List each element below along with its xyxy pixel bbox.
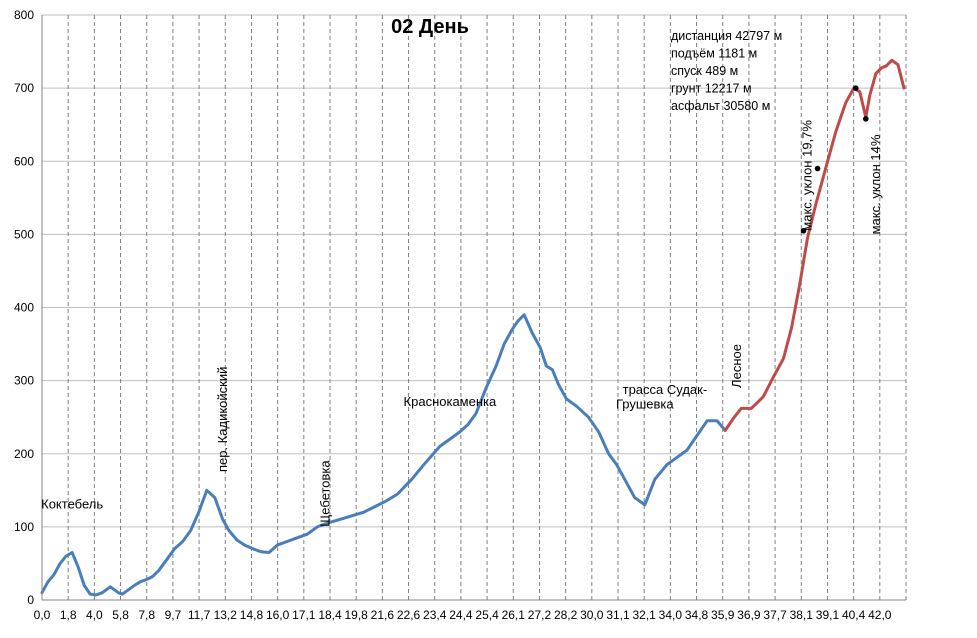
x-tick-label: 17,1 xyxy=(292,608,316,622)
x-tick-label: 9,7 xyxy=(165,608,182,622)
x-tick-label: 19,8 xyxy=(345,608,369,622)
grid xyxy=(42,14,907,601)
annotation-label: пер. Кадикойский xyxy=(215,367,230,472)
annotation-label: Грушевка xyxy=(616,396,674,411)
annotations-group: Коктебель пер. Кадикойский Щебетовка Красно… xyxy=(41,120,883,527)
series-line-asphalt xyxy=(40,313,727,597)
x-tick-label: 21,6 xyxy=(371,608,395,622)
annotation-label: Лесное xyxy=(729,344,744,388)
marker-point xyxy=(863,116,869,122)
x-tick-label: 40,4 xyxy=(842,608,866,622)
x-tick-label: 1,8 xyxy=(60,608,77,622)
marker-point xyxy=(814,165,821,172)
y-tick-label: 600 xyxy=(14,154,34,168)
x-tick-label: 0,0 xyxy=(34,608,51,622)
info-box: дистанция 42797 м подъём 1181 м спуск 489 … xyxy=(671,29,782,113)
x-tick-label: 42,0 xyxy=(868,608,892,622)
x-tick-label: 26,1 xyxy=(502,608,526,622)
x-tick-label: 28,2 xyxy=(554,608,578,622)
x-tick-label: 39,1 xyxy=(816,608,840,622)
x-tick-label: 22,6 xyxy=(397,608,421,622)
info-line: асфальт 30580 м xyxy=(671,99,770,113)
x-tick-label: 36,9 xyxy=(737,608,761,622)
series-line-ground xyxy=(723,58,906,432)
markers-group xyxy=(800,85,869,234)
info-line: грунт 12217 м xyxy=(671,82,752,96)
marker-point xyxy=(800,227,807,234)
annotation-label: Щебетовка xyxy=(317,460,332,527)
x-tick-label: 38,1 xyxy=(790,608,814,622)
x-tick-label: 18,4 xyxy=(318,608,342,622)
x-tick-label: 32,1 xyxy=(633,608,657,622)
x-tick-label: 23,4 xyxy=(423,608,447,622)
y-tick-label: 400 xyxy=(14,301,34,315)
x-tick-label: 4,0 xyxy=(86,608,103,622)
annotation-label: макс. уклон 19,7% xyxy=(800,120,815,231)
x-tick-label: 7,8 xyxy=(138,608,155,622)
info-line: дистанция 42797 м xyxy=(671,29,782,43)
x-tick-label: 30,0 xyxy=(580,608,604,622)
y-tick-label: 800 xyxy=(14,8,34,22)
y-tick-label: 500 xyxy=(14,227,34,241)
x-tick-label: 11,7 xyxy=(188,608,211,622)
y-tick-label: 700 xyxy=(14,81,34,95)
annotation-label: Коктебель xyxy=(41,497,103,512)
x-tick-label: 24,4 xyxy=(449,608,473,622)
x-tick-label: 31,1 xyxy=(606,608,630,622)
x-tick-label: 27,2 xyxy=(528,608,552,622)
x-tick-label: 5,8 xyxy=(112,608,129,622)
y-tick-label: 0 xyxy=(27,593,34,607)
y-tick-label: 100 xyxy=(14,520,34,534)
info-line: подъём 1181 м xyxy=(671,47,757,61)
info-line: спуск 489 м xyxy=(671,64,738,78)
annotation-label: трасса Судак- xyxy=(623,382,708,397)
series-group xyxy=(40,58,906,597)
x-tick-label: 16,0 xyxy=(266,608,290,622)
x-tick-label: 25,4 xyxy=(475,608,499,622)
x-tick-label: 37,7 xyxy=(763,608,787,622)
annotation-label: Краснокаменка xyxy=(404,394,497,409)
x-axis: 0,0 1,8 4,0 5,8 7,8 9,7 11,7 13,2 14,8 16,0 17,1 18… xyxy=(34,599,906,622)
marker-point xyxy=(852,85,859,91)
annotation-label: макс. уклон 14% xyxy=(868,134,883,234)
y-tick-label: 200 xyxy=(14,447,34,461)
x-tick-label: 34,0 xyxy=(659,608,683,622)
y-tick-label: 300 xyxy=(14,374,34,388)
y-axis: 0 100 200 300 400 500 600 700 800 xyxy=(14,8,43,607)
chart-title: 02 День xyxy=(391,16,469,38)
x-tick-label: 35,9 xyxy=(711,608,735,622)
x-tick-label: 34,8 xyxy=(685,608,709,622)
x-tick-label: 14,8 xyxy=(240,608,264,622)
x-tick-label: 13,2 xyxy=(214,608,238,622)
